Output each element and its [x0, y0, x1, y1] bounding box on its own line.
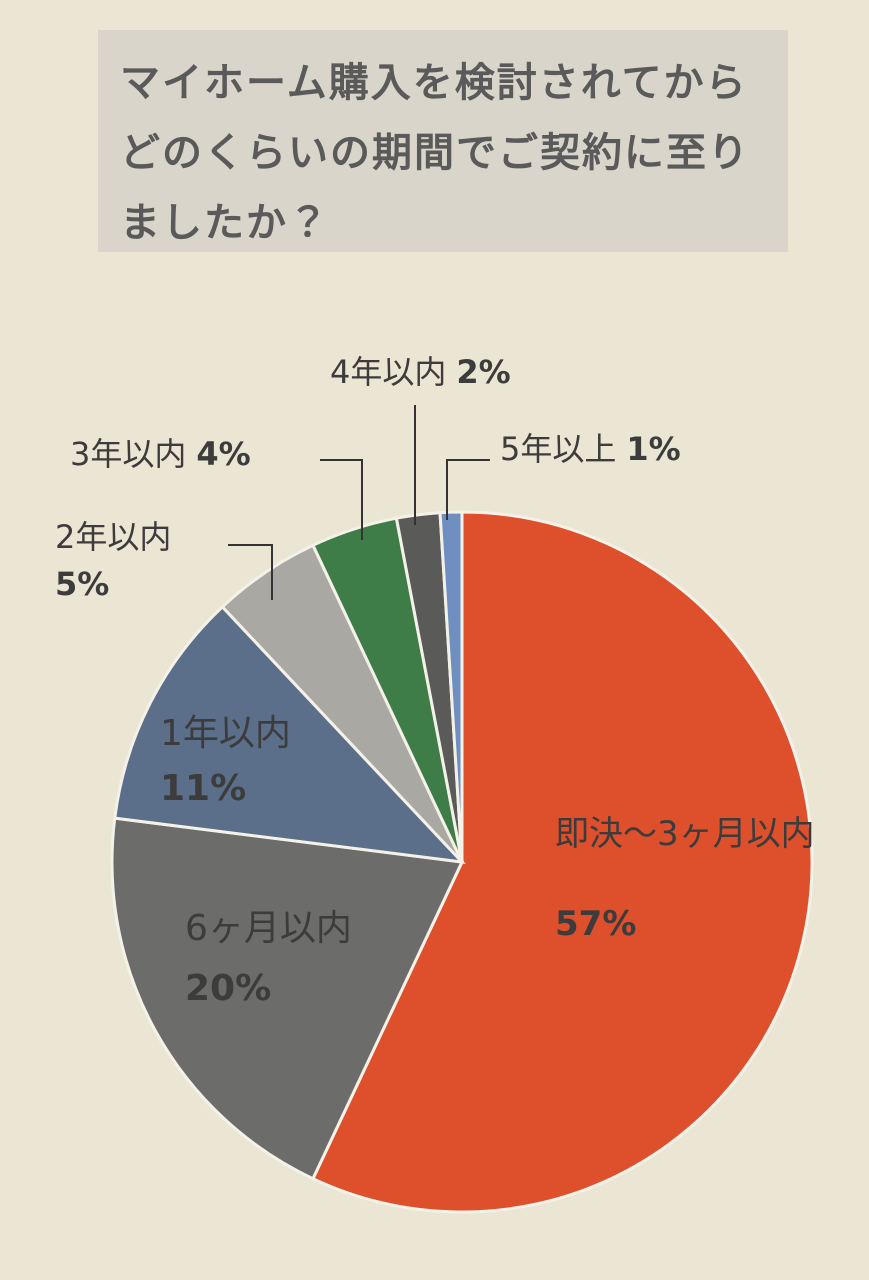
- category-label: 6ヶ月以内: [185, 908, 352, 949]
- slice-label: 3年以内 4%: [70, 435, 251, 473]
- category-label: 1年以内: [160, 713, 291, 754]
- category-label: 即決〜3ヶ月以内: [555, 814, 815, 854]
- category-label: 2年以内: [55, 518, 171, 556]
- slice-label: 4年以内 2%: [330, 353, 511, 391]
- category-label: 4年以内: [330, 353, 446, 391]
- pie-slice: [113, 604, 466, 865]
- value-label: 20%: [185, 968, 271, 1009]
- leader-line: [228, 544, 273, 600]
- pie-slice: [310, 510, 814, 1214]
- pie-slice: [438, 510, 464, 863]
- value-label: 2%: [456, 353, 510, 391]
- chart-title: マイホーム購入を検討されてからどのくらいの期間でご契約に至りましたか？: [98, 30, 788, 252]
- category-label: 5年以上: [500, 430, 616, 468]
- slice-label: 5年以上 1%: [500, 430, 681, 468]
- leader-line: [320, 459, 363, 540]
- value-label: 1%: [626, 430, 680, 468]
- value-label: 5%: [55, 565, 109, 603]
- category-label: 3年以内: [70, 435, 186, 473]
- value-label: 4%: [196, 435, 250, 473]
- value-label: 11%: [160, 768, 246, 809]
- pie-slice: [110, 816, 465, 1181]
- value-label: 57%: [555, 904, 636, 944]
- leader-line: [446, 459, 490, 520]
